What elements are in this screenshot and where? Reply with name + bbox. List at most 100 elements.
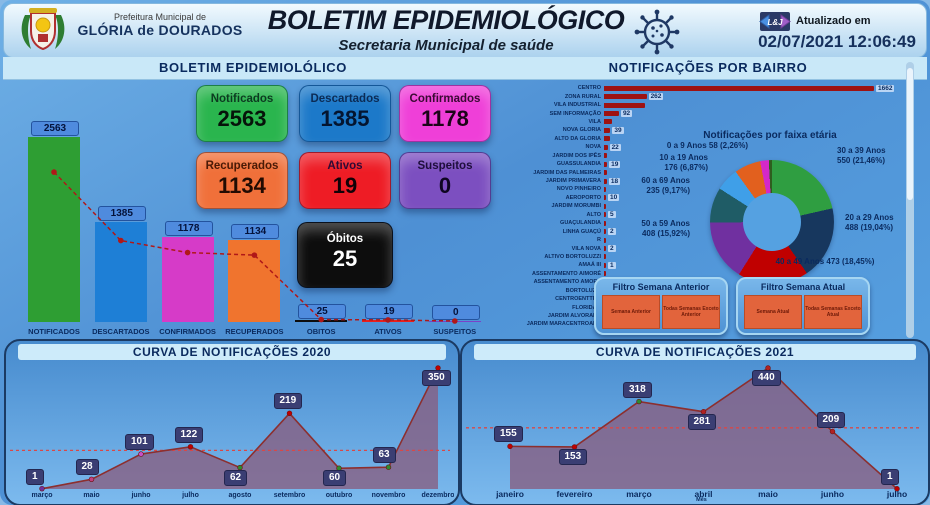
bairro-label: BORTOLUZZI [565,287,601,294]
bairro-label: CENTRO [577,85,601,92]
curve-2020-plot: março maio junho julho agosto setembro outubro… [10,365,454,499]
bairro-row: JARDIM MORUMBI [489,202,907,210]
card-label: Descartados [310,93,380,105]
bairro-bar [604,153,608,159]
summary-value-badge: 1134 [231,224,280,240]
card-value: 19 [332,173,358,198]
bairro-row: CENTRO 1662 [489,84,907,92]
bairro-row: ALTIVO BORTOLUZZI [489,253,907,261]
card-obitos: Óbitos 25 [297,222,393,288]
card-suspeitos: Suspeitos 0 [399,152,491,209]
svg-text:maio: maio [758,489,778,499]
bairro-bar [604,144,608,150]
card-value: 1385 [320,106,370,131]
curve-value-badge: 60 [323,470,347,487]
svg-text:outubro: outubro [326,492,352,499]
card-recuperados: Recuperados 1134 [196,152,288,209]
svg-text:julho: julho [886,489,907,499]
svg-text:dezembro: dezembro [421,492,454,499]
bairro-bar [604,136,610,142]
svg-text:julho: julho [181,492,199,499]
bairro-label: NOVO PINHEIRO [556,186,601,193]
filter-panel-semana-anterior: Filtro Semana Anterior Semana Anterior T… [594,277,728,335]
svg-text:março: março [626,489,652,499]
card-value: 0 [438,173,452,198]
bairro-bar [604,161,608,167]
bairro-bar [604,186,606,192]
bairro-row: GUASSULANDIA 19 [489,160,907,168]
bairro-bar [604,170,607,176]
card-label: Recuperados [205,160,279,172]
bairros-bar-chart: CENTRO 1662 ZONA RURAL 262 VILA INDUSTRIAL SE… [489,84,907,334]
bairro-label: SEM INFORMAÇÃO [549,110,601,117]
filter-button-todas-exceto-atual[interactable]: Todas Semanas Exceto Atual [804,295,862,329]
bairro-label: JARDIM PRIMAVERA [545,178,601,185]
bairro-bar [604,102,645,108]
bairro-label: NOVA [585,144,601,151]
curve-value-badge: 350 [422,370,451,386]
summary-value-badge: 1385 [97,206,146,222]
bairro-value: 22 [609,143,621,151]
card-label: Óbitos [326,233,364,245]
curve-value-badge: 1 [881,468,899,485]
bairro-row: LINHA GUAÇÚ 2 [489,227,907,236]
bairro-label: JARDIM DOS IPÊS [552,152,601,159]
bairro-label: ALTIVO BORTOLUZZI [544,253,601,260]
bairro-label: ASSENTAMENTO AMORÉ [533,279,601,286]
svg-text:junho: junho [820,489,844,499]
curve-value-badge: 153 [558,448,588,465]
curve-value-badge: 122 [174,426,204,443]
bairro-value: 10 [608,194,620,202]
bairro-row: AMAÁ III 1 [489,261,907,269]
svg-text:setembro: setembro [274,492,306,499]
filter-button-semana-atual[interactable]: Semana Atual [744,295,802,329]
bairro-row: VILA [489,118,907,126]
card-value: 25 [332,246,358,271]
donut-label-10-a-19-anos: 10 a 19 Anos 176 (6,87%) [659,153,708,173]
bairro-row: GUAÇULANDIA [489,219,907,227]
left-section-title: BOLETIM EPIDEMIOLÓLICO [159,60,347,75]
bairro-bar [604,254,606,260]
bairro-row: NOVO PINHEIRO [489,185,907,193]
org-name: GLÓRIA de DOURADOS [77,22,243,38]
card-ativos: Ativos 19 [299,152,391,209]
card-label: Ativos [327,160,363,172]
curve-2021-title: CURVA DE NOTIFICAÇÕES 2021 [474,344,916,360]
org-block: Prefeitura Municipal de GLÓRIA de DOURAD… [70,12,250,38]
bairro-label: GUAÇULANDIA [560,220,601,227]
curve-2021-panel: CURVA DE NOTIFICAÇÕES 2021 janeiro fevere… [460,339,930,505]
card-confirmados: Confirmados 1178 [399,85,491,142]
bairro-label: JARDIM DAS PALMEIRAS [533,169,601,176]
scrollbar-thumb[interactable] [907,68,913,200]
section-title-bar: BOLETIM EPIDEMIOLÓLICO NOTIFICAÇÕES POR … [3,57,927,80]
bairro-bar [604,127,611,133]
curve-value-badge: 219 [273,393,303,410]
bairro-label: LINHA GUAÇÚ [562,228,601,235]
donut-label-50-a-59-anos: 50 a 59 Anos 408 (15,92%) [641,219,690,239]
bairro-row: ZONA RURAL 262 [489,92,907,101]
donut-label-0-a-9-anos: 0 a 9 Anos 58 (2,26%) [666,141,748,150]
bairro-bar [604,85,874,91]
bairro-label: FLORIDA II [572,304,601,311]
card-notificados: Notificados 2563 [196,85,288,142]
filter-button-semana-anterior[interactable]: Semana Anterior [602,295,660,329]
summary-value-badge: 0 [431,305,480,320]
page-subtitle: Secretaria Municipal de saúde [338,37,554,54]
summary-bar-recuperados [228,240,281,322]
bairro-value: 39 [612,126,624,134]
bairro-value: 5 [608,211,616,219]
org-small-label: Prefeitura Municipal de [113,12,207,22]
filter-panel-semana-atual: Filtro Semana Atual Semana Atual Todas S… [736,277,870,335]
bairro-label: ALTO [586,211,601,218]
virus-icon [634,9,680,55]
header: Prefeitura Municipal de GLÓRIA de DOURAD… [3,3,927,58]
card-label: Suspeitos [417,160,473,172]
lj-logo-button[interactable]: L&J [756,11,794,32]
coat-of-arms [21,8,65,51]
bairro-value: 92 [620,110,633,118]
summary-axis-label: DESCARTADOS [92,327,150,336]
donut-label-40-a-49-anos: 40 a 49 Anos 473 (18,45%) [775,257,875,266]
filter-button-todas-exceto-anterior[interactable]: Todas Semanas Exceto Anterior [662,295,720,329]
updated-label: Atualizado em [796,15,871,27]
